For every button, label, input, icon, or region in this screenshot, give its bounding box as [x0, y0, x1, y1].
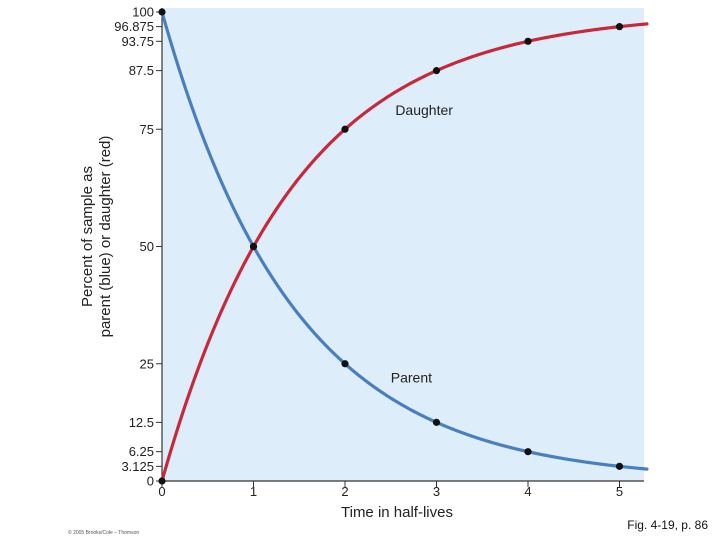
y-tick-label: 75: [140, 122, 154, 137]
data-point-parent: [615, 462, 624, 470]
y-tick-label: 87.5: [129, 63, 154, 78]
data-point-daughter: [158, 477, 166, 485]
series-label-parent: Parent: [391, 370, 432, 386]
data-point-daughter: [249, 242, 258, 251]
y-tick-label: 100: [132, 5, 154, 20]
figure-caption: Fig. 4-19, p. 86: [627, 518, 708, 532]
y-axis-title-line-1: Percent of sample as: [79, 166, 96, 307]
y-tick-label: 3.125: [121, 459, 154, 474]
data-point-daughter: [524, 37, 532, 45]
data-point-parent: [432, 418, 441, 426]
copyright-note: © 2005 Brooks/Cole – Thomson: [68, 530, 140, 536]
plot-background: [162, 8, 644, 481]
x-tick-label: 2: [341, 484, 348, 499]
series-label-daughter: Daughter: [395, 102, 453, 118]
x-tick-label: 5: [616, 484, 623, 499]
x-tick-label: 0: [158, 484, 165, 499]
data-point-daughter: [341, 125, 349, 133]
y-tick-label: 50: [140, 239, 154, 254]
y-tick-label: 25: [140, 356, 154, 371]
x-axis-title: Time in half-lives: [341, 504, 453, 521]
series-line-parent: [160, 10, 649, 471]
y-tick-label: 0: [147, 474, 154, 489]
y-tick-label: 12.5: [129, 415, 154, 430]
x-tick-label: 1: [250, 484, 257, 499]
data-point-parent: [341, 360, 349, 368]
y-axis-title-line-2: parent (blue) or daughter (red): [97, 136, 114, 338]
y-tick-label: 6.25: [129, 444, 154, 459]
series-line-daughter: [160, 22, 649, 483]
data-point-parent: [158, 8, 166, 16]
y-tick-label: 93.75: [121, 34, 154, 49]
data-point-daughter: [615, 23, 624, 31]
x-tick-label: 4: [524, 484, 531, 499]
y-tick-label: 96.875: [114, 19, 154, 34]
x-tick-label: 3: [433, 484, 440, 499]
data-point-daughter: [432, 67, 441, 75]
data-point-parent: [524, 448, 532, 456]
